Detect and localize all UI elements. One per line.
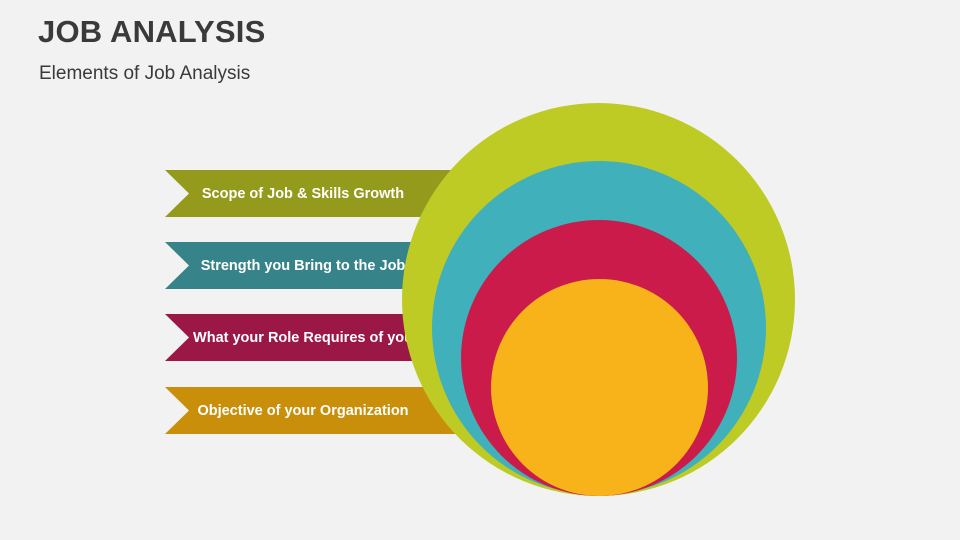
ribbon-label: Strength you Bring to the Job [200,257,406,274]
ribbon-label: Scope of Job & Skills Growth [201,185,405,202]
page-subtitle: Elements of Job Analysis [39,63,251,84]
page-title: JOB ANALYSIS [38,14,266,49]
ribbon-scope-of-job: Scope of Job & Skills Growth [165,170,465,217]
ribbon-label: What your Role Requires of you [193,329,413,346]
ribbon-objective: Objective of your Organization [165,387,465,434]
circle-inner-orange [491,279,708,496]
ribbon-label: Objective of your Organization [197,402,409,419]
